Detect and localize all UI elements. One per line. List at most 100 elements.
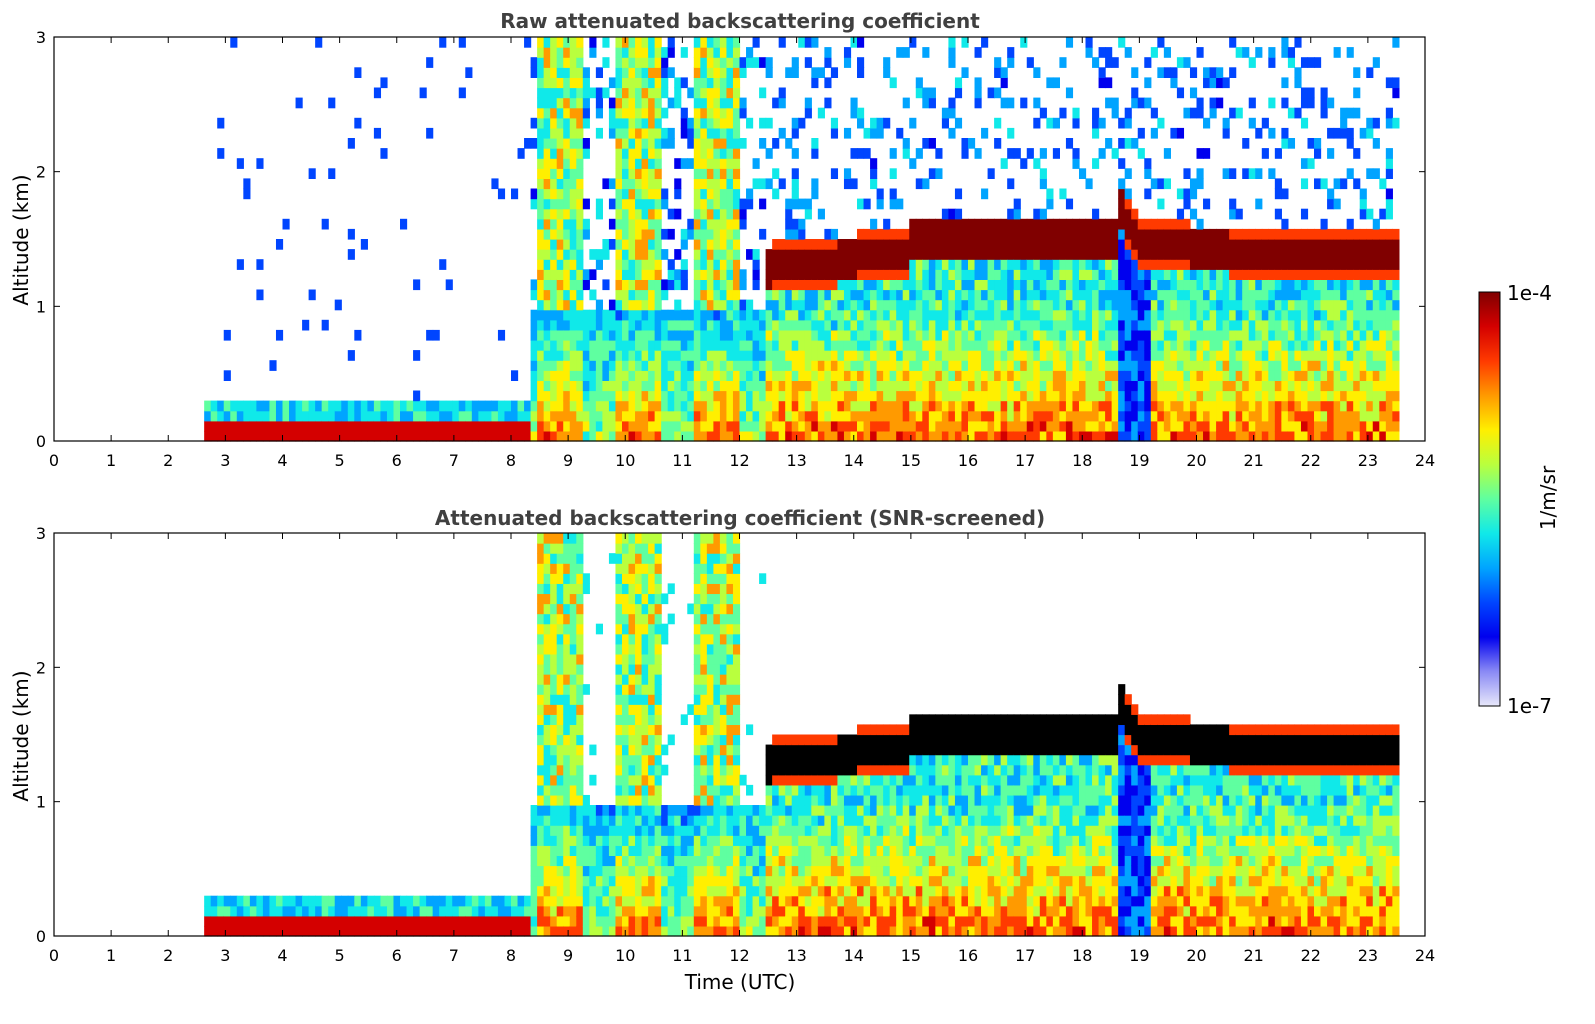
heatmap-cell [570, 340, 577, 351]
heatmap-cell [759, 118, 766, 129]
heatmap-cell [792, 239, 799, 250]
heatmap-cell [309, 411, 316, 422]
heatmap-cell [1294, 391, 1301, 402]
heatmap-cell [1386, 391, 1393, 402]
heatmap-cell [916, 249, 923, 260]
heatmap-cell [1255, 300, 1262, 311]
heatmap-cell [655, 219, 662, 230]
heatmap-cell [687, 421, 694, 432]
heatmap-cell [890, 168, 897, 179]
heatmap-cell [537, 704, 544, 715]
heatmap-cell [1066, 229, 1073, 240]
heatmap-cell [615, 340, 622, 351]
heatmap-cell [629, 664, 636, 675]
heatmap-cell [635, 563, 642, 574]
heatmap-cell [896, 279, 903, 290]
heatmap-cell [1092, 360, 1099, 371]
heatmap-cell [1177, 57, 1184, 68]
heatmap-cell [583, 88, 590, 99]
heatmap-cell [772, 290, 779, 301]
heatmap-cell [1007, 370, 1014, 381]
heatmap-cell [426, 401, 433, 412]
heatmap-cell [537, 138, 544, 149]
heatmap-cell [681, 896, 688, 907]
heatmap-cell [668, 583, 675, 594]
heatmap-cell [589, 926, 596, 937]
heatmap-cell [1144, 158, 1151, 169]
heatmap-cell [1072, 310, 1079, 321]
heatmap-cell [596, 916, 603, 927]
heatmap-cell [557, 88, 564, 99]
heatmap-cell [935, 168, 942, 179]
heatmap-cell [818, 269, 825, 280]
heatmap-cell [1262, 259, 1269, 270]
heatmap-cell [798, 249, 805, 260]
heatmap-cell [1118, 138, 1125, 149]
heatmap-cell [792, 350, 799, 361]
heatmap-cell [1040, 300, 1047, 311]
heatmap-cell [629, 835, 636, 846]
heatmap-cell [811, 320, 818, 331]
heatmap-cell [707, 47, 714, 58]
heatmap-cell [609, 886, 616, 897]
heatmap-cell [1144, 411, 1151, 422]
heatmap-cell [694, 310, 701, 321]
x-tick-label: 2 [163, 451, 173, 470]
heatmap-cell [1268, 57, 1275, 68]
heatmap-cell [537, 886, 544, 897]
heatmap-cell [857, 320, 864, 331]
heatmap-cell [694, 199, 701, 210]
heatmap-cell [713, 421, 720, 432]
heatmap-cell [1386, 259, 1393, 270]
heatmap-cell [1059, 340, 1066, 351]
heatmap-cell [1386, 370, 1393, 381]
heatmap-cell [798, 269, 805, 280]
heatmap-cell [1112, 229, 1119, 240]
heatmap-cell [1053, 259, 1060, 270]
heatmap-cell [544, 189, 551, 200]
heatmap-cell [622, 573, 629, 584]
heatmap-cell [961, 370, 968, 381]
heatmap-cell [975, 431, 982, 442]
heatmap-cell [452, 411, 459, 422]
heatmap-cell [256, 896, 263, 907]
heatmap-cell [622, 239, 629, 250]
heatmap-cell [896, 360, 903, 371]
heatmap-cell [1144, 269, 1151, 280]
heatmap-cell [1392, 421, 1399, 432]
heatmap-cell [1268, 401, 1275, 412]
heatmap-cell [1275, 249, 1282, 260]
heatmap-cell [1255, 320, 1262, 331]
heatmap-cell [1144, 229, 1151, 240]
heatmap-cell [1210, 360, 1217, 371]
heatmap-cell [687, 835, 694, 846]
heatmap-cell [811, 249, 818, 260]
heatmap-cell [1262, 411, 1269, 422]
heatmap-cell [472, 906, 479, 917]
heatmap-cell [968, 411, 975, 422]
heatmap-cell [589, 815, 596, 826]
heatmap-cell [864, 269, 871, 280]
heatmap-cell [602, 391, 609, 402]
heatmap-cell [916, 259, 923, 270]
heatmap-cell [465, 421, 472, 432]
heatmap-cell [557, 320, 564, 331]
heatmap-cell [537, 37, 544, 48]
heatmap-cell [576, 209, 583, 220]
heatmap-cell [348, 421, 355, 432]
heatmap-cell [550, 178, 557, 189]
heatmap-cell [668, 431, 675, 442]
heatmap-cell [1092, 219, 1099, 230]
heatmap-cell [694, 745, 701, 756]
heatmap-cell [563, 158, 570, 169]
heatmap-cell [942, 219, 949, 230]
heatmap-cell [237, 401, 244, 412]
heatmap-cell [563, 128, 570, 139]
heatmap-cell [550, 624, 557, 635]
heatmap-cell [668, 926, 675, 937]
heatmap-cell [1040, 330, 1047, 341]
heatmap-cell [674, 926, 681, 937]
heatmap-cell [909, 279, 916, 290]
heatmap-cell [916, 320, 923, 331]
heatmap-cell [596, 886, 603, 897]
